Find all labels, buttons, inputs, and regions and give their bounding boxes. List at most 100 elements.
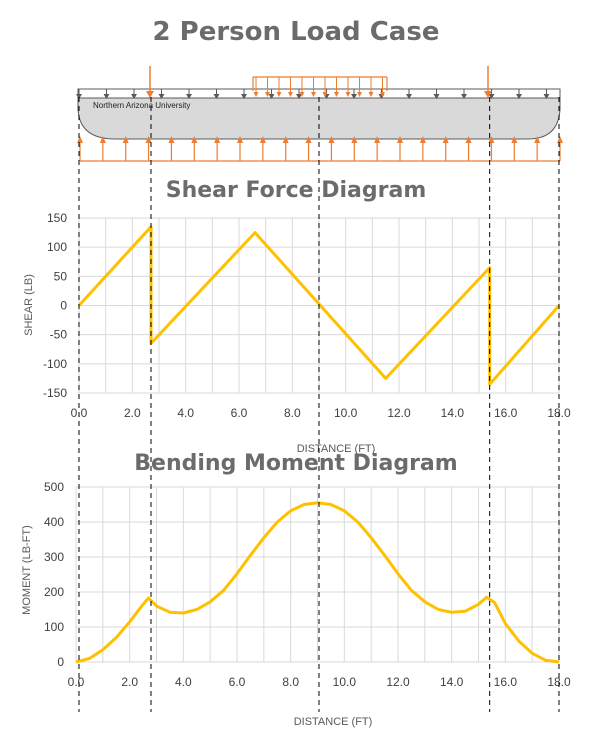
paddler-load-arrows (146, 66, 492, 98)
buoyancy-arrowhead (557, 136, 563, 143)
bracket-load-arrows (252, 76, 388, 97)
bracket-arrowhead (311, 92, 316, 97)
buoyancy-arrowhead (465, 136, 472, 143)
bracket-arrowhead (380, 92, 385, 97)
moment-x-ticks: 0.0 2.0 4.0 6.0 8.0 10.0 12.0 14.0 16.0 18.0 (68, 675, 571, 689)
y-tick-label: 100 (47, 240, 67, 254)
moment-series-line (75, 501, 560, 664)
moment-y-ticks: 500 400 300 200 100 0 (44, 480, 64, 669)
weight-arrowhead (516, 94, 522, 99)
x-tick-label: 14.0 (441, 406, 465, 420)
x-tick-label: 14.0 (440, 675, 464, 689)
moment-grid (75, 486, 560, 663)
x-tick-label: 6.0 (231, 406, 248, 420)
buoyancy-arrows (77, 136, 563, 162)
buoyancy-arrowhead (168, 136, 175, 143)
x-tick-label: 16.0 (494, 675, 518, 689)
y-tick-label: 500 (44, 480, 64, 494)
shear-series-line (77, 225, 561, 386)
weight-arrowhead (76, 94, 82, 99)
shear-x-ticks: 0.0 2.0 4.0 6.0 8.0 10.0 12.0 14.0 16.0 18.0 (71, 406, 571, 420)
buoyancy-arrowhead (259, 136, 266, 143)
weight-arrowhead (461, 94, 467, 99)
bracket-arrowhead (253, 92, 259, 97)
bracket-arrowhead (334, 92, 339, 97)
distributed-weight-arrows (76, 89, 550, 99)
buoyancy-arrowhead (442, 136, 449, 143)
y-tick-label: 0 (57, 655, 64, 669)
weight-arrowhead (213, 94, 220, 99)
x-tick-label: 8.0 (282, 675, 299, 689)
x-tick-label: 10.0 (334, 406, 358, 420)
bracket-arrowhead (357, 92, 362, 97)
shear-y-axis-label: SHEAR (LB) (23, 274, 35, 336)
y-tick-label: -150 (43, 386, 67, 400)
y-tick-label: 200 (44, 585, 64, 599)
buoyancy-arrowhead (328, 136, 335, 143)
weight-arrowhead (268, 94, 275, 99)
x-tick-label: 12.0 (386, 675, 410, 689)
y-tick-label: -50 (50, 328, 68, 342)
x-tick-label: 4.0 (175, 675, 192, 689)
weight-arrowhead (351, 94, 357, 99)
weight-arrowhead (131, 94, 137, 99)
moment-y-axis-label: MOMENT (LB-FT) (21, 525, 33, 615)
y-tick-label: 100 (44, 620, 64, 634)
bracket-arrowhead (345, 92, 351, 97)
y-tick-label: 400 (44, 515, 64, 529)
weight-arrowhead (296, 94, 302, 99)
bracket-arrowhead (265, 92, 270, 97)
x-tick-label: 2.0 (121, 675, 138, 689)
moment-chart-title: Bending Moment Diagram (134, 451, 458, 476)
shear-x-axis-label: DISTANCE (FT) (297, 443, 376, 455)
x-tick-label: 4.0 (177, 406, 194, 420)
weight-arrowhead (241, 94, 247, 99)
y-tick-label: 150 (47, 211, 67, 225)
buoyancy-arrowhead (214, 136, 221, 143)
buoyancy-arrowhead (397, 136, 403, 143)
moment-chart: 500 400 300 200 100 0 0.0 2.0 4.0 6.0 8.0 10.0 12.0… (21, 480, 571, 728)
buoyancy-arrowhead (145, 136, 152, 143)
x-tick-label: 6.0 (229, 675, 246, 689)
station-reference-lines (78, 97, 560, 712)
x-tick-label: 8.0 (284, 406, 301, 420)
buoyancy-arrowhead (282, 136, 289, 143)
weight-arrowhead (543, 94, 550, 99)
x-tick-label: 10.0 (333, 675, 357, 689)
y-tick-label: 300 (44, 550, 64, 564)
y-tick-label: -100 (43, 357, 67, 371)
buoyancy-arrowhead (191, 136, 198, 143)
buoyancy-arrowhead (351, 136, 358, 143)
x-tick-label: 16.0 (494, 406, 518, 420)
buoyancy-arrowhead (99, 136, 106, 143)
bracket-arrowhead (368, 92, 374, 97)
buoyancy-arrowhead (122, 136, 129, 143)
weight-arrowhead (158, 94, 165, 99)
weight-arrowhead (488, 94, 495, 99)
shear-chart-title: Shear Force Diagram (165, 178, 427, 203)
buoyancy-arrowhead (305, 136, 312, 143)
weight-arrowhead (103, 94, 110, 99)
bracket-arrowhead (276, 92, 282, 97)
buoyancy-arrowhead (237, 136, 243, 143)
bracket-arrowhead (299, 92, 305, 97)
weight-arrowhead (406, 94, 412, 99)
shear-y-ticks: 150 100 50 0 -50 -100 -150 (43, 211, 67, 400)
paddler-arrowhead (484, 91, 492, 98)
boat-label: Northern Arizona University (93, 101, 190, 110)
buoyancy-arrowhead (77, 136, 83, 143)
x-tick-label: 12.0 (387, 406, 411, 420)
y-tick-label: 0 (60, 299, 67, 313)
buoyancy-arrowhead (374, 136, 381, 143)
paddler-arrowhead (146, 91, 154, 98)
bracket-arrowhead (288, 92, 293, 97)
buoyancy-arrowhead (488, 136, 495, 143)
moment-x-axis-label: DISTANCE (FT) (294, 716, 373, 728)
bracket-arrowhead (322, 92, 328, 97)
x-tick-label: 2.0 (124, 406, 141, 420)
page-title: 2 Person Load Case (152, 17, 440, 47)
buoyancy-arrowhead (511, 136, 518, 143)
